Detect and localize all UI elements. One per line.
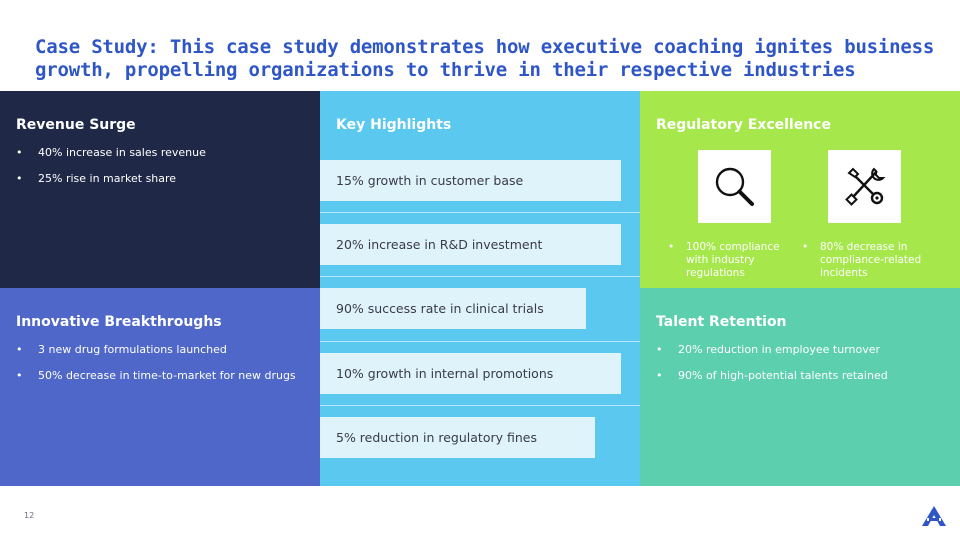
highlight-bar: 5% reduction in regulatory fines xyxy=(320,417,595,458)
highlight-bar: 15% growth in customer base xyxy=(320,160,621,201)
innovation-item: 3 new drug formulations launched xyxy=(16,343,296,357)
magnifier-icon-box xyxy=(698,150,771,223)
revenue-item: 40% increase in sales revenue xyxy=(16,146,206,160)
innovation-list: 3 new drug formulations launched 50% dec… xyxy=(16,343,296,395)
revenue-heading: Revenue Surge xyxy=(16,117,136,133)
divider xyxy=(320,276,640,277)
divider xyxy=(320,405,640,406)
highlight-bar: 90% success rate in clinical trials xyxy=(320,288,586,329)
highlights-heading: Key Highlights xyxy=(336,117,452,133)
talent-panel: Talent Retention 20% reduction in employ… xyxy=(640,288,960,486)
revenue-list: 40% increase in sales revenue 25% rise i… xyxy=(16,146,206,198)
tools-icon-box xyxy=(828,150,901,223)
revenue-item: 25% rise in market share xyxy=(16,172,206,186)
slide-title: Case Study: This case study demonstrates… xyxy=(35,36,935,81)
innovation-item: 50% decrease in time-to-market for new d… xyxy=(16,369,296,383)
innovation-panel: Innovative Breakthroughs 3 new drug form… xyxy=(0,288,320,486)
talent-list: 20% reduction in employee turnover 90% o… xyxy=(656,343,888,395)
regulatory-item: 80% decrease in compliance-related incid… xyxy=(798,241,938,280)
highlight-bar: 20% increase in R&D investment xyxy=(320,224,621,265)
magnifier-icon xyxy=(715,167,754,206)
highlights-panel: Key Highlights 15% growth in customer ba… xyxy=(320,91,640,486)
tools-icon xyxy=(844,167,885,206)
talent-item: 20% reduction in employee turnover xyxy=(656,343,888,357)
highlight-bar: 10% growth in internal promotions xyxy=(320,353,621,394)
regulatory-panel: Regulatory Excellence 100% compliance wi… xyxy=(640,91,960,288)
innovation-heading: Innovative Breakthroughs xyxy=(16,314,222,330)
divider xyxy=(320,341,640,342)
page-number: 12 xyxy=(24,511,35,520)
regulatory-heading: Regulatory Excellence xyxy=(656,117,831,133)
divider xyxy=(320,212,640,213)
regulatory-item: 100% compliance with industry regulation… xyxy=(664,241,794,280)
logo-icon xyxy=(922,506,946,526)
talent-heading: Talent Retention xyxy=(656,314,787,330)
talent-item: 90% of high-potential talents retained xyxy=(656,369,888,383)
revenue-panel: Revenue Surge 40% increase in sales reve… xyxy=(0,91,320,288)
